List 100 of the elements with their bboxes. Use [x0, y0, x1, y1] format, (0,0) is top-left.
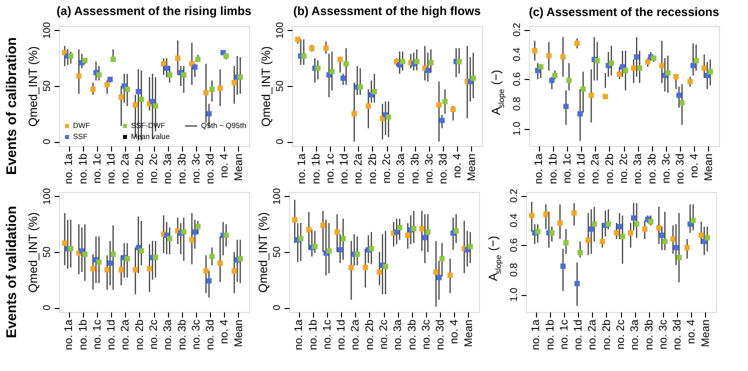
x-tick-label: no. 4 — [448, 320, 461, 344]
x-tick-label: no. 3c — [420, 319, 432, 350]
y-tick-label: 100 — [42, 188, 53, 205]
x-tick-label: Mean — [232, 154, 245, 182]
y-axis-title: Qmed_INT (%) — [259, 46, 273, 127]
y-tick-label: 1.0 — [509, 287, 520, 302]
text: Events of calibration — [3, 37, 19, 175]
x-tick-label: no. 1b — [547, 154, 560, 184]
y-tick-label: 0.6 — [509, 238, 520, 252]
x-tick-label: no. 1b — [310, 154, 322, 184]
y-tick-label: 50 — [275, 80, 286, 92]
x-tick-label: no. 1b — [77, 320, 90, 350]
x-tick-label: no. 3b — [409, 154, 422, 184]
x-tick-label: no. 2a — [120, 152, 132, 184]
chart-title: (b) Assessment of the high flows — [293, 4, 482, 18]
x-tick-label: no. 3a — [629, 318, 642, 350]
x-tick-label: no. 1c — [558, 319, 570, 350]
x-tick-label: Mean — [702, 154, 715, 182]
x-tick-label: no. 4 — [452, 154, 464, 178]
y-tick-label: 0.2 — [512, 22, 523, 37]
x-tick-label: no. 3b — [406, 320, 418, 350]
x-tick-label: no. 2a — [350, 318, 362, 350]
y-tick-label: 0 — [42, 138, 53, 144]
x-tick-label: no. 3b — [176, 154, 188, 184]
y-axis-title: Aslope (−) — [489, 70, 506, 115]
x-tick-label: no. 2a — [590, 152, 602, 184]
x-tick-label: no. 2b — [604, 154, 616, 184]
x-tick-label: no. 3a — [395, 152, 408, 184]
x-tick-label: no. 2a — [120, 318, 132, 350]
x-tick-label: no. 1a — [63, 318, 76, 350]
x-tick-label: no. 1b — [307, 320, 320, 350]
x-tick-label: no. 2b — [134, 320, 146, 350]
y-axis-title: Qmed_INT (%) — [26, 46, 40, 127]
y-tick-label: 0.6 — [512, 72, 523, 86]
x-tick-label: no. 2b — [364, 320, 376, 350]
y-tick-label: 0 — [275, 138, 286, 144]
x-tick-label: no. 1c — [91, 153, 104, 184]
x-tick-label: no. 1c — [561, 153, 574, 184]
x-tick-label: no. 4 — [688, 154, 701, 178]
y-tick-label: 50 — [42, 246, 53, 258]
x-tick-label: no. 1a — [533, 152, 546, 184]
x-tick-label: no. 3c — [190, 153, 202, 184]
x-tick-label: no. 2c — [618, 153, 630, 184]
x-tick-label: no. 1d — [106, 320, 118, 350]
y-tick-label: 50 — [272, 246, 283, 258]
y-axis-title: Aslope (−) — [486, 236, 503, 281]
x-tick-label: no. 3c — [657, 319, 670, 350]
x-tick-label: no. 3d — [438, 154, 450, 184]
y-tick-label: 0.8 — [509, 262, 520, 277]
x-tick-label: no. 1d — [336, 320, 348, 350]
x-tick-label: no. 2c — [615, 319, 627, 350]
x-tick-label: no. 2a — [352, 152, 365, 184]
x-tick-label: no. 3d — [674, 154, 687, 184]
x-tick-label: no. 3c — [423, 153, 436, 184]
x-tick-label: no. 2c — [381, 153, 393, 184]
y-tick-label: 0.4 — [512, 47, 523, 62]
x-tick-label: no. 2c — [148, 319, 160, 350]
x-tick-label: no. 2a — [586, 318, 599, 350]
x-tick-label: no. 1a — [63, 152, 76, 184]
x-tick-label: no. 3d — [204, 154, 217, 184]
x-tick-label: no. 2b — [134, 154, 146, 184]
y-tick-label: 0 — [272, 304, 283, 310]
y-tick-label: 100 — [272, 188, 283, 205]
chart-title: (a) Assessment of the rising limbs — [56, 4, 252, 18]
x-tick-label: Mean — [462, 320, 475, 348]
x-tick-label: Mean — [232, 320, 245, 348]
x-tick-label: no. 3a — [162, 318, 174, 350]
x-tick-label: Mean — [466, 154, 478, 182]
x-tick-label: no. 3c — [190, 319, 202, 350]
y-axis-title: Qmed_INT (%) — [26, 212, 40, 293]
x-tick-label: no. 3c — [660, 153, 672, 184]
x-tick-label: no. 1c — [321, 319, 334, 350]
y-axis-title: Qmed_INT (%) — [256, 212, 270, 293]
x-tick-label: no. 3b — [176, 320, 188, 350]
x-tick-label: no. 2b — [366, 154, 379, 184]
x-tick-label: no. 3d — [672, 320, 684, 350]
y-tick-label: 0.2 — [509, 188, 520, 203]
y-tick-label: 0.4 — [509, 213, 520, 228]
x-tick-label: no. 1a — [296, 152, 308, 184]
x-tick-label: no. 2c — [148, 153, 160, 184]
x-tick-label: no. 1b — [544, 320, 556, 350]
x-tick-label: no. 3a — [392, 318, 404, 350]
x-tick-label: no. 1a — [530, 318, 542, 350]
x-tick-label: no. 1d — [572, 320, 585, 350]
y-tick-label: 50 — [42, 80, 53, 92]
x-tick-label: Mean — [700, 320, 712, 348]
x-tick-label: no. 4 — [218, 154, 231, 178]
y-tick-label: 1.0 — [512, 121, 523, 136]
x-tick-label: no. 2c — [378, 319, 390, 350]
x-tick-label: no. 1d — [576, 154, 588, 184]
y-tick-label: 0.8 — [512, 96, 523, 111]
text: Events of validation — [3, 206, 19, 338]
chart-title: (c) Assessment of the recessions — [528, 4, 720, 19]
y-tick-label: 100 — [275, 22, 286, 39]
x-tick-label: no. 4 — [686, 320, 698, 344]
y-tick-label: 100 — [42, 22, 53, 39]
x-tick-label: no. 3a — [632, 152, 644, 184]
x-tick-label: no. 3d — [204, 320, 217, 350]
y-tick-label: 0 — [42, 304, 53, 310]
x-tick-label: no. 1c — [324, 153, 336, 184]
